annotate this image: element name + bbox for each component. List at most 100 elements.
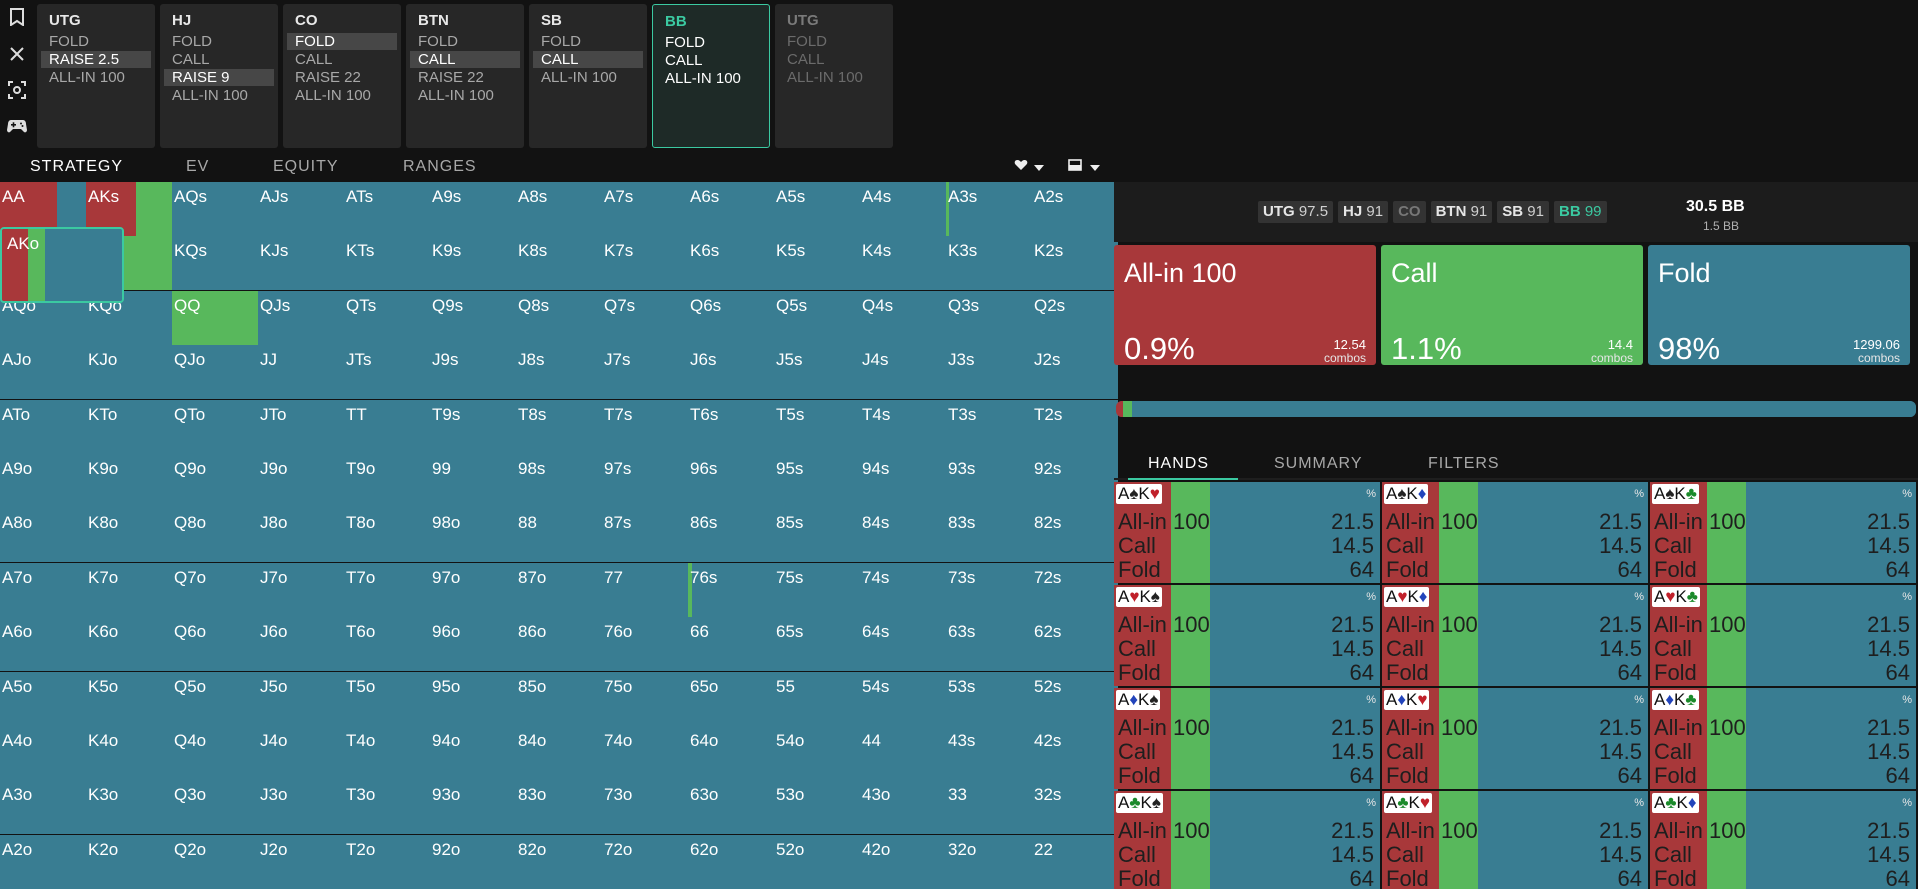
hand-cell[interactable]: TT — [344, 400, 430, 454]
combo-cell[interactable]: A♣K♠% All-in 100 21.5 Call 14.5 Fold 64 — [1114, 791, 1380, 889]
hand-cell[interactable]: K5o — [86, 672, 172, 726]
action-option[interactable]: CALL — [410, 51, 520, 68]
action-option[interactable]: ALL-IN 100 — [787, 69, 863, 86]
hand-cell[interactable]: 63o — [688, 780, 774, 834]
hand-cell[interactable]: T9s — [430, 400, 516, 454]
layout-dropdown[interactable] — [1068, 157, 1100, 177]
hand-cell[interactable]: T7o — [344, 563, 430, 617]
hand-cell[interactable]: 33 — [946, 780, 1032, 834]
hand-cell[interactable]: JTs — [344, 345, 430, 399]
hand-cell[interactable]: 86o — [516, 617, 602, 671]
hand-cell[interactable]: 98s — [516, 454, 602, 508]
hand-cell[interactable]: 72s — [1032, 563, 1118, 617]
hand-cell[interactable]: QTo — [172, 400, 258, 454]
hand-cell[interactable]: 94s — [860, 454, 946, 508]
action-card-bb[interactable]: BB FOLD CALL ALL-IN 100 — [652, 4, 770, 148]
hand-cell[interactable]: Q6o — [172, 617, 258, 671]
tab-summary[interactable]: SUMMARY — [1274, 455, 1363, 472]
hand-cell[interactable]: 43s — [946, 726, 1032, 780]
hand-cell[interactable]: 98o — [430, 508, 516, 562]
hand-cell[interactable]: J6s — [688, 345, 774, 399]
hand-cell[interactable]: AQs — [172, 182, 258, 236]
hand-cell[interactable]: QTs — [344, 291, 430, 345]
hand-cell[interactable]: K2o — [86, 835, 172, 889]
hand-cell[interactable]: A5s — [774, 182, 860, 236]
action-option[interactable]: CALL — [665, 52, 703, 69]
hand-cell[interactable]: 64s — [860, 617, 946, 671]
hand-cell[interactable]: A6o — [0, 617, 86, 671]
hand-cell[interactable]: 64o — [688, 726, 774, 780]
summary-call-box[interactable]: Call 1.1% 14.4 combos — [1381, 245, 1643, 366]
hand-cell[interactable]: QJo — [172, 345, 258, 399]
hand-cell[interactable]: Q2s — [1032, 291, 1118, 345]
hand-cell[interactable]: T2o — [344, 835, 430, 889]
hand-cell[interactable]: 76o — [602, 617, 688, 671]
action-option[interactable]: ALL-IN 100 — [172, 87, 248, 104]
action-option[interactable]: FOLD — [665, 34, 706, 51]
hand-cell[interactable]: KQs — [172, 236, 258, 290]
tab-ev[interactable]: EV — [186, 158, 210, 175]
hand-cell[interactable]: J2o — [258, 835, 344, 889]
hand-cell[interactable]: K5s — [774, 236, 860, 290]
hand-cell[interactable]: 53o — [774, 780, 860, 834]
tab-strategy[interactable]: STRATEGY — [30, 158, 124, 175]
hand-cell[interactable]: J8o — [258, 508, 344, 562]
summary-allin-box[interactable]: All-in 100 0.9% 12.54 combos — [1114, 245, 1376, 366]
combo-cell[interactable]: A♥K♦% All-in 100 21.5 Call 14.5 Fold 64 — [1382, 585, 1648, 686]
hand-cell[interactable]: 54s — [860, 672, 946, 726]
hand-cell[interactable]: 96o — [430, 617, 516, 671]
action-card-utg[interactable]: UTG FOLD CALL ALL-IN 100 — [775, 4, 893, 148]
hand-cell[interactable]: A7o — [0, 563, 86, 617]
action-option[interactable]: RAISE 22 — [418, 69, 484, 86]
hand-cell[interactable]: A7s — [602, 182, 688, 236]
hand-cell[interactable]: A9o — [0, 454, 86, 508]
hand-cell[interactable]: T2s — [1032, 400, 1118, 454]
hand-cell[interactable]: Q9s — [430, 291, 516, 345]
hand-cell[interactable]: K7o — [86, 563, 172, 617]
hand-cell[interactable]: ATs — [344, 182, 430, 236]
hand-cell[interactable]: KJo — [86, 345, 172, 399]
hand-cell[interactable]: AJs — [258, 182, 344, 236]
hand-cell[interactable]: 65s — [774, 617, 860, 671]
hand-cell[interactable]: K4s — [860, 236, 946, 290]
hand-cell[interactable]: T5o — [344, 672, 430, 726]
hand-cell[interactable]: KTo — [86, 400, 172, 454]
hand-cell[interactable]: K3s — [946, 236, 1032, 290]
hand-cell[interactable]: 88 — [516, 508, 602, 562]
hand-cell[interactable]: Q5o — [172, 672, 258, 726]
hand-cell[interactable]: T8s — [516, 400, 602, 454]
hand-cell[interactable]: J9s — [430, 345, 516, 399]
hand-cell[interactable]: 55 — [774, 672, 860, 726]
hand-cell[interactable]: 62o — [688, 835, 774, 889]
hand-cell[interactable]: 95s — [774, 454, 860, 508]
hand-cell[interactable]: J9o — [258, 454, 344, 508]
hand-cell[interactable]: 43o — [860, 780, 946, 834]
hand-cell[interactable]: A3o — [0, 780, 86, 834]
hand-cell[interactable]: 85s — [774, 508, 860, 562]
hand-cell[interactable]: 75o — [602, 672, 688, 726]
hand-cell[interactable]: T7s — [602, 400, 688, 454]
hand-cell[interactable]: 82o — [516, 835, 602, 889]
hand-cell[interactable]: 42s — [1032, 726, 1118, 780]
hand-cell[interactable]: 52o — [774, 835, 860, 889]
hand-cell[interactable]: T3o — [344, 780, 430, 834]
hand-cell[interactable]: 32o — [946, 835, 1032, 889]
hand-cell[interactable]: K9s — [430, 236, 516, 290]
hand-cell[interactable]: KJs — [258, 236, 344, 290]
hand-cell[interactable]: 74s — [860, 563, 946, 617]
hand-cell[interactable]: 94o — [430, 726, 516, 780]
hand-cell[interactable]: 66 — [688, 617, 774, 671]
hand-cell[interactable]: 84s — [860, 508, 946, 562]
combo-cell[interactable]: A♠K♦% All-in 100 21.5 Call 14.5 Fold 64 — [1382, 482, 1648, 583]
action-option[interactable]: FOLD — [172, 33, 213, 50]
hand-cell[interactable]: 83o — [516, 780, 602, 834]
hand-cell[interactable]: J7s — [602, 345, 688, 399]
hand-cell[interactable]: J5o — [258, 672, 344, 726]
hand-cell[interactable]: ATo — [0, 400, 86, 454]
hand-cell[interactable]: K8s — [516, 236, 602, 290]
hand-cell[interactable]: 85o — [516, 672, 602, 726]
hand-cell[interactable]: 42o — [860, 835, 946, 889]
hand-cell[interactable]: A5o — [0, 672, 86, 726]
hand-cell[interactable]: 22 — [1032, 835, 1118, 889]
tab-equity[interactable]: EQUITY — [273, 158, 339, 175]
